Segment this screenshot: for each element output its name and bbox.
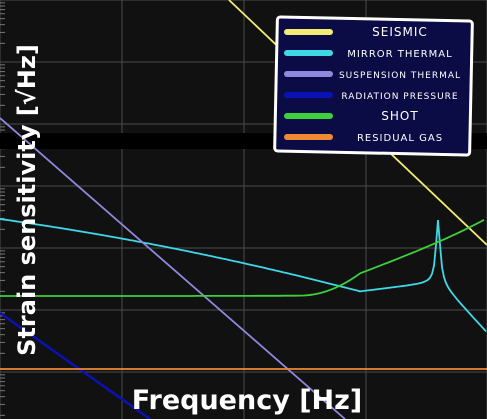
series-line-mirror-thermal xyxy=(0,218,487,333)
legend-label: RADIATION PRESSURE xyxy=(341,92,458,102)
legend-label: SUSPENSION THERMAL xyxy=(339,71,461,81)
legend: SEISMIC MIRROR THERMAL SUSPENSION THERMAL R… xyxy=(273,15,474,157)
y-axis-label: Strain sensitivity [√Hz] xyxy=(13,44,41,356)
x-axis-label: Frequency [Hz] xyxy=(132,385,362,416)
series-line-radiation-pressure xyxy=(0,311,151,419)
series-line-shot xyxy=(0,219,485,297)
legend-label: MIRROR THERMAL xyxy=(347,49,452,60)
legend-label: RESIDUAL GAS xyxy=(357,133,443,144)
legend-label: SHOT xyxy=(381,109,418,123)
legend-label: SEISMIC xyxy=(372,25,428,39)
